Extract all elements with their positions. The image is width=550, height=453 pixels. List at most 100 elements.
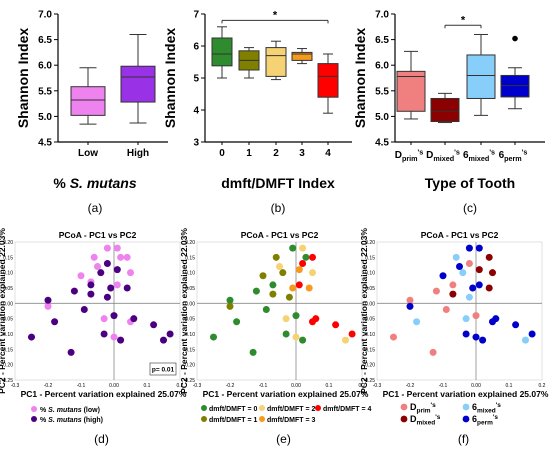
scatter-point xyxy=(449,290,457,298)
scatter-point xyxy=(522,336,529,344)
scatter-point xyxy=(289,284,297,292)
x-tick-label: 1 xyxy=(246,148,252,159)
y-tick-label: -0.15 xyxy=(184,347,196,353)
y-tick-label: 7.0 xyxy=(375,10,389,21)
x-tick-label: -0.1 xyxy=(439,383,448,389)
x-axis-title: PC1 - Percent variation explained 25.07% xyxy=(203,389,369,399)
legend-marker xyxy=(259,416,265,422)
scatter-point xyxy=(97,269,105,277)
box-body xyxy=(265,47,287,77)
y-tick-label: 0.20 xyxy=(185,240,195,246)
y-tick-label: 0.00 xyxy=(185,301,195,307)
legend-marker xyxy=(462,415,470,423)
x-tick-label: 0.2 xyxy=(359,383,366,389)
x-tick-label: 6mixed's xyxy=(463,148,495,164)
scatter-point xyxy=(113,244,121,252)
y-tick-label: 0.15 xyxy=(185,255,195,261)
y-tick-label: -0.20 xyxy=(184,363,196,369)
series-5 xyxy=(295,253,356,338)
y-tick-label: 6.5 xyxy=(38,35,52,46)
scatter-point xyxy=(269,290,277,298)
significance-label: * xyxy=(273,9,278,21)
scatter-point xyxy=(233,318,241,326)
y-tick-label: -0.05 xyxy=(2,317,14,323)
y-tick-label: 7.0 xyxy=(38,10,52,21)
scatter-point xyxy=(80,305,88,313)
scatter-point xyxy=(475,281,483,289)
y-tick-label: 6 xyxy=(193,42,199,53)
scatter-point xyxy=(100,315,108,323)
scatter-point xyxy=(456,263,463,271)
y-tick-label: -0.10 xyxy=(184,332,196,338)
x-tick-label: -0.3 xyxy=(193,383,202,389)
scatter-point xyxy=(249,348,257,356)
scatter-point xyxy=(100,330,108,338)
scatter-point xyxy=(51,318,59,326)
series-4 xyxy=(406,244,536,344)
legend-label: dmft/DMFT = 4 xyxy=(323,406,372,413)
y-tick-label: 5 xyxy=(193,74,199,85)
y-tick-label: -0.20 xyxy=(364,363,376,369)
x-axis-title: % S. mutans xyxy=(53,175,136,191)
y-tick-label: 6.0 xyxy=(375,61,389,72)
x-axis-title: dmft/DMFT Index xyxy=(221,175,335,191)
plot-frame xyxy=(376,241,543,381)
scatter-point xyxy=(90,253,98,261)
y-axis-title: PC2 - Percent variation explained 22.03% xyxy=(179,228,189,394)
scatter-point xyxy=(67,348,75,356)
scatter-point xyxy=(123,253,131,261)
scatter-point xyxy=(299,244,307,252)
x-tick-label: 0.1 xyxy=(506,383,513,389)
legend-marker xyxy=(400,415,408,423)
scatter-point xyxy=(299,336,307,344)
legend-label: dmft/DMFT = 2 xyxy=(267,406,316,413)
y-tick-label: -0.10 xyxy=(364,332,376,338)
scatter-point xyxy=(449,281,457,289)
y-tick-label: 4 xyxy=(193,106,199,117)
x-tick-label: Dprim's xyxy=(395,148,424,164)
scatter-point xyxy=(210,333,217,341)
scatter-point xyxy=(413,318,421,326)
scatter-point xyxy=(309,253,316,261)
plot-frame xyxy=(14,241,181,381)
box-2 xyxy=(238,47,260,79)
series-3 xyxy=(276,244,349,344)
panel-label: (a) xyxy=(88,201,103,215)
x-tick-label: -0.1 xyxy=(77,383,86,389)
legend-marker xyxy=(31,416,37,422)
y-tick-label: -0.15 xyxy=(2,347,14,353)
x-tick-label: -0.1 xyxy=(259,383,268,389)
y-tick-label: 0.15 xyxy=(365,255,375,261)
significance-label: * xyxy=(461,14,466,26)
box-body xyxy=(396,70,426,112)
box-body xyxy=(430,97,460,123)
scatter-point xyxy=(127,269,134,277)
scatter-point xyxy=(489,269,496,277)
legend-label: Dmixed's xyxy=(410,414,441,427)
legend-marker xyxy=(201,405,207,411)
x-tick-label: 0.00 xyxy=(471,383,481,389)
scatter-point xyxy=(465,293,473,301)
legend-label: 6perm's xyxy=(472,414,498,427)
x-tick-label: -0.2 xyxy=(406,383,415,389)
legend: % S. mutans (low) % S. mutans (high) xyxy=(31,406,103,424)
scatter-point xyxy=(469,284,477,292)
scatter-point xyxy=(226,296,234,304)
y-tick-label: 0.10 xyxy=(185,271,195,277)
scatter-point xyxy=(28,333,35,341)
y-tick-label: 0.05 xyxy=(3,286,13,292)
y-tick-label: 6.0 xyxy=(38,61,52,72)
scatter-point xyxy=(123,284,131,292)
scatter-point xyxy=(113,281,121,289)
legend-label: dmft/DMFT = 1 xyxy=(209,417,258,424)
box-2 xyxy=(120,33,156,124)
y-tick-label: 0.10 xyxy=(3,271,13,277)
y-tick-label: 0.00 xyxy=(3,301,13,307)
scatter-point xyxy=(295,266,303,274)
scatter-point xyxy=(269,281,277,289)
y-tick-label: 0.10 xyxy=(365,271,375,277)
scatter-point xyxy=(279,269,287,277)
y-tick-label: 5.0 xyxy=(375,112,389,123)
y-axis-title: PC2 - Percent variation explained 22.03% xyxy=(0,228,7,394)
scatter-point xyxy=(110,333,118,341)
